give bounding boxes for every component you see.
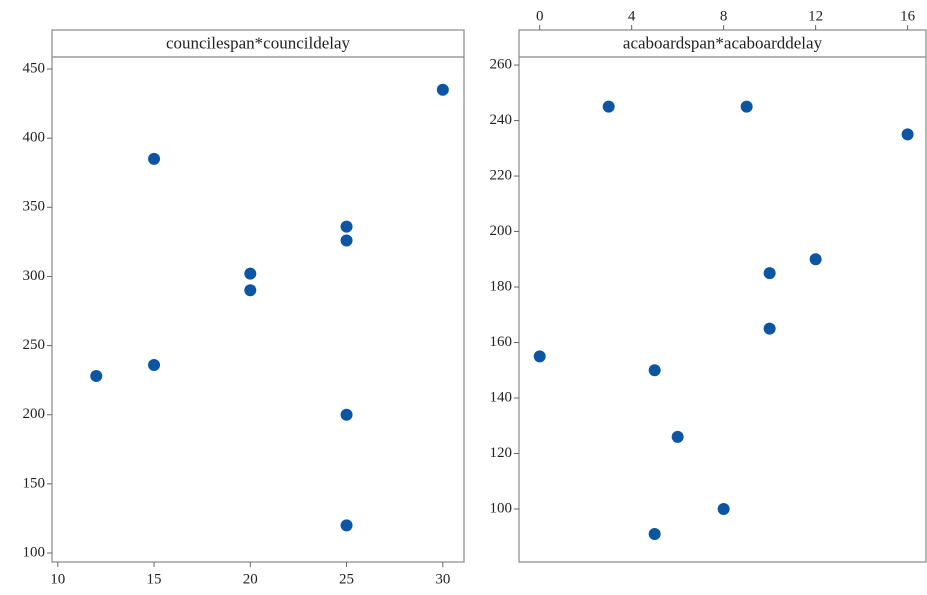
x-tick-label: 20 — [243, 571, 258, 587]
y-tick-label: 250 — [23, 337, 46, 353]
point — [649, 364, 661, 376]
y-tick-label: 240 — [490, 112, 513, 128]
point — [672, 431, 684, 443]
point — [341, 409, 353, 421]
x-tick-label: 30 — [435, 571, 450, 587]
page: councilespan*councildelay100150200250300… — [0, 0, 927, 595]
x-tick-label: 4 — [628, 8, 636, 24]
x-tick-label: 12 — [808, 8, 823, 24]
point — [741, 101, 753, 113]
point — [90, 370, 102, 382]
y-tick-label: 100 — [490, 500, 513, 516]
y-tick-label: 220 — [490, 167, 513, 183]
y-tick-label: 160 — [490, 334, 513, 350]
point — [148, 359, 160, 371]
point — [341, 234, 353, 246]
point — [341, 519, 353, 531]
x-tick-label: 10 — [50, 571, 65, 587]
y-tick-label: 260 — [490, 56, 513, 72]
point — [764, 267, 776, 279]
point — [244, 284, 256, 296]
panel-title: acaboardspan*acaboarddelay — [623, 33, 823, 52]
y-tick-label: 400 — [23, 130, 46, 146]
point — [244, 268, 256, 280]
y-tick-label: 140 — [490, 389, 513, 405]
x-tick-label: 16 — [900, 8, 916, 24]
point — [764, 323, 776, 335]
point — [902, 128, 914, 140]
y-tick-label: 450 — [23, 60, 46, 76]
point — [649, 528, 661, 540]
y-tick-label: 200 — [490, 223, 513, 239]
point — [437, 84, 449, 96]
panel-frame — [52, 30, 464, 562]
point — [603, 101, 615, 113]
x-tick-label: 25 — [339, 571, 354, 587]
y-tick-label: 120 — [490, 445, 513, 461]
panel-title: councilespan*councildelay — [166, 33, 351, 52]
x-tick-label: 15 — [147, 571, 162, 587]
x-tick-label: 8 — [720, 8, 728, 24]
point — [534, 350, 546, 362]
y-tick-label: 150 — [23, 475, 46, 491]
point — [341, 221, 353, 233]
x-tick-label: 0 — [536, 8, 544, 24]
y-tick-label: 300 — [23, 268, 46, 284]
point — [718, 503, 730, 515]
point — [148, 153, 160, 165]
panel-frame — [519, 30, 926, 562]
y-tick-label: 100 — [23, 544, 46, 560]
chart: councilespan*councildelay100150200250300… — [0, 0, 927, 595]
point — [810, 253, 822, 265]
y-tick-label: 180 — [490, 278, 513, 294]
y-tick-label: 200 — [23, 406, 46, 422]
y-tick-label: 350 — [23, 199, 46, 215]
